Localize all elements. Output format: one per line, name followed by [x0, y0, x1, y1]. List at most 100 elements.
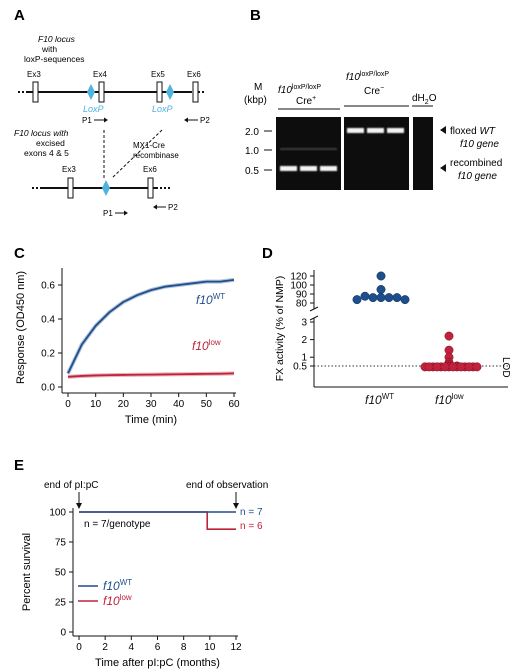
loxp-site-remaining-icon: [102, 180, 110, 196]
d-point-wt: [376, 285, 386, 294]
e-y-axis-title: Percent survival: [21, 533, 33, 611]
d-y-axis-title: FX activity (% of NMP): [274, 276, 286, 382]
e-y-tick-label: 100: [49, 508, 66, 519]
recombined-arrow-icon: [440, 164, 446, 172]
primer-p1-top: P1: [82, 116, 92, 125]
exon-box-ex4: [98, 81, 105, 103]
panel-a: A F10 locus with loxP-sequences Ex3 Ex4 …: [14, 7, 210, 218]
recombination-line-right: [111, 129, 163, 179]
e-x-tick-label: 0: [76, 642, 82, 653]
primer-p1-arrowhead-bottom: [124, 210, 128, 216]
group1-cre: Cre+: [296, 95, 316, 107]
d-point-wt: [376, 271, 386, 281]
c-x-tick-label: 10: [90, 399, 102, 410]
exon-box-ex3-top: [32, 81, 39, 103]
floxed-arrow-icon: [440, 126, 446, 134]
c-y-tick-label: 0.2: [41, 349, 55, 360]
e-y-tick-label: 25: [55, 598, 67, 609]
recombined-label-1: recombined: [450, 158, 502, 169]
excised-label-line2: excised: [36, 138, 65, 148]
floxed-label-1: floxed WT: [450, 126, 496, 137]
marker-label: M: [254, 82, 262, 93]
exon-box-ex5: [156, 81, 163, 103]
loxp-label-2: LoxP: [152, 104, 173, 114]
cre-label-line2: recombinase: [133, 151, 179, 160]
floxed-label-2: f10 gene: [460, 139, 499, 150]
e-arrow-end-observation-icon: [233, 503, 239, 509]
exon-box-ex3-bottom: [67, 177, 74, 199]
exon-box-ex6-top: [192, 81, 199, 103]
c-series-line-f10low: [67, 372, 235, 378]
c-y-axis-title: Response (OD450 nm): [15, 271, 27, 384]
c-y-tick-label: 0.4: [41, 315, 55, 326]
d-axis-break-2: [309, 315, 319, 321]
excised-label-line3: exons 4 & 5: [24, 148, 69, 158]
panel-a-letter: A: [14, 7, 25, 24]
c-x-tick-label: 60: [228, 399, 240, 410]
end-observation-label: end of observation: [186, 480, 268, 491]
c-y-tick-label: 0.0: [41, 383, 55, 394]
e-arrow-end-pipc-icon: [76, 503, 82, 509]
primer-p2-arrowhead-top: [184, 117, 188, 123]
panel-d-letter: D: [262, 245, 273, 262]
kbp-label: (kbp): [244, 95, 267, 106]
gel-water: [413, 117, 433, 190]
panel-e: E end of pI:pC end of observation 0 2 4 6 8 1…: [14, 457, 268, 669]
e-n-genotype: n = 7/genotype: [84, 519, 151, 530]
group2-genotype: f10loxP/loxP: [346, 71, 389, 83]
band-floxed-3: [387, 128, 404, 133]
exon-label-ex5: Ex5: [151, 70, 165, 79]
e-x-axis-title: Time after pI:pC (months): [95, 657, 220, 669]
e-x-tick-label: 8: [181, 642, 187, 653]
panel-e-letter: E: [14, 457, 24, 474]
c-y-tick-label: 0.6: [41, 281, 55, 292]
recombined-label-2: f10 gene: [458, 171, 497, 182]
c-x-tick-label: 40: [173, 399, 185, 410]
locus-label-line2: with: [41, 44, 57, 54]
panel-b-letter: B: [250, 7, 261, 24]
c-x-tick-label: 50: [201, 399, 213, 410]
d-y-tick-label-upper: 90: [296, 290, 308, 301]
exon-label-ex3-bottom: Ex3: [62, 165, 76, 174]
d-y-tick-label-lower: 1: [301, 353, 307, 364]
band-recombined-2: [300, 166, 317, 171]
band-floxed-1: [347, 128, 364, 133]
band-floxed-2: [367, 128, 384, 133]
faint-band: [280, 148, 337, 150]
c-x-tick-label: 0: [65, 399, 71, 410]
d-y-tick-label-lower: 3: [301, 318, 307, 329]
locus-label-line3: loxP-sequences: [24, 54, 84, 64]
e-x-tick-label: 10: [204, 642, 216, 653]
primer-p2-top: P2: [200, 116, 210, 125]
excised-label-line1: F10 locus with: [14, 128, 69, 138]
band-recombined-3: [320, 166, 337, 171]
end-pipc-label: end of pI:pC: [44, 480, 98, 491]
d-y-tick-label-upper: 80: [296, 299, 308, 310]
c-x-tick-label: 20: [118, 399, 130, 410]
d-y-tick-label-upper: 100: [290, 281, 307, 292]
exon-label-ex6-top: Ex6: [187, 70, 201, 79]
cre-label-line1: MX1-Cre: [133, 141, 166, 150]
group2-cre: Cre−: [364, 85, 384, 97]
e-x-tick-label: 4: [129, 642, 135, 653]
e-n-low: n = 6: [240, 521, 263, 532]
e-y-tick-label: 50: [55, 568, 67, 579]
e-y-tick-label: 75: [55, 538, 67, 549]
d-point-wt: [352, 295, 362, 305]
gel-cre-negative: [344, 117, 409, 190]
d-point-wt: [400, 295, 410, 305]
panel-c-letter: C: [14, 245, 25, 262]
e-x-tick-label: 6: [155, 642, 161, 653]
d-x-label-low: f10low: [435, 392, 464, 407]
d-x-label-wt: f10WT: [365, 392, 394, 407]
d-lod-label: LOD: [500, 357, 511, 378]
ladder-05kb: 0.5: [245, 166, 259, 177]
c-x-axis-title: Time (min): [125, 414, 177, 426]
gel-cre-positive: [276, 117, 341, 190]
e-x-tick-label: 2: [102, 642, 108, 653]
loxp-label-1: LoxP: [83, 104, 104, 114]
loxp-site-2-icon: [166, 84, 174, 100]
exon-label-ex3-top: Ex3: [27, 70, 41, 79]
